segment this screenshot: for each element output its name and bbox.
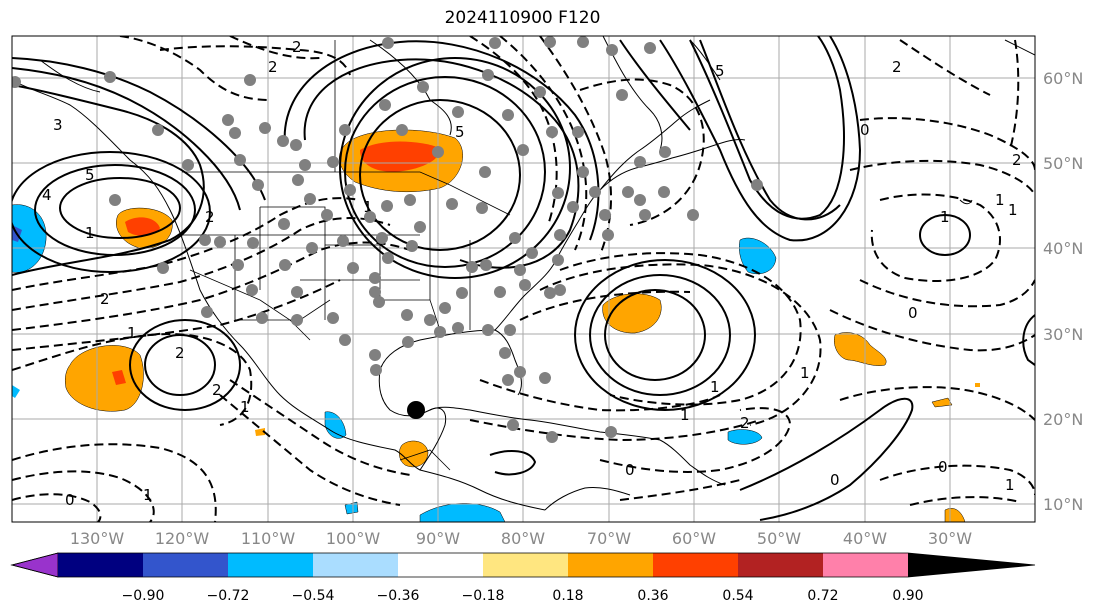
contour-label: 2 bbox=[175, 344, 185, 362]
contour-label: 1 bbox=[940, 208, 950, 226]
contour-label: 1 bbox=[995, 191, 1005, 209]
contour-label: 4 bbox=[42, 186, 52, 204]
colorbar-swatch bbox=[568, 553, 653, 577]
contour-label: 0 bbox=[908, 304, 918, 322]
contours-solid bbox=[12, 36, 971, 521]
colorbar-tick-label: −0.54 bbox=[292, 588, 335, 604]
contour-label: 2 bbox=[212, 381, 222, 399]
shaded-regions bbox=[12, 129, 980, 522]
colorbar-swatch bbox=[483, 553, 568, 577]
lon-label: 70°W bbox=[587, 529, 631, 548]
contour-labels: 2 5 3 4 5 2 1 2 1 2 1 2 0 1 2 1 0 1 0 1 … bbox=[42, 38, 1022, 509]
contour-label: 2 bbox=[1012, 151, 1022, 169]
contour-label: 5 bbox=[455, 123, 465, 141]
contour-label: 2 bbox=[740, 414, 750, 432]
colorbar-swatch bbox=[823, 553, 908, 577]
graticule bbox=[12, 36, 1035, 522]
lon-label: 110°W bbox=[241, 529, 296, 548]
colorbar-swatch bbox=[398, 553, 483, 577]
contour-label: 1 bbox=[800, 364, 810, 382]
colorbar-swatch bbox=[653, 553, 738, 577]
colorbar-swatch bbox=[10, 552, 59, 578]
lon-label: 100°W bbox=[326, 529, 381, 548]
colorbar-tick-label: −0.18 bbox=[462, 588, 505, 604]
contours-dashed bbox=[12, 36, 1035, 522]
contour-label: 0 bbox=[860, 121, 870, 139]
contour-label: 1 bbox=[240, 398, 250, 416]
contour-label: 0 bbox=[65, 491, 75, 509]
contour-label: 5 bbox=[715, 62, 725, 80]
colorbar-tick-label: −0.36 bbox=[377, 588, 420, 604]
lon-label: 120°W bbox=[155, 529, 210, 548]
contour-label: 1 bbox=[1008, 201, 1018, 219]
lat-label: 40°N bbox=[1043, 239, 1083, 258]
contour-label: 1 bbox=[710, 378, 720, 396]
lat-label: 30°N bbox=[1043, 325, 1083, 344]
center-marker bbox=[407, 401, 425, 419]
contour-label: 1 bbox=[143, 486, 153, 504]
contour-label: 2 bbox=[892, 58, 902, 76]
contour-label: 2 bbox=[292, 38, 302, 56]
colorbar-swatch bbox=[313, 553, 398, 577]
lon-label: 90°W bbox=[416, 529, 460, 548]
contour-label: 2 bbox=[100, 290, 110, 308]
colorbar-swatch bbox=[228, 553, 313, 577]
contour-label: 1 bbox=[127, 324, 137, 342]
colorbar-tick-label: 0.18 bbox=[552, 588, 583, 604]
station-markers bbox=[12, 36, 763, 443]
contour-label: 0 bbox=[625, 461, 635, 479]
longitude-labels: 130°W 120°W 110°W 100°W 90°W 80°W 70°W 6… bbox=[70, 529, 972, 548]
contour-label: 1 bbox=[85, 224, 95, 242]
lon-label: 40°W bbox=[843, 529, 887, 548]
contour-label: 2 bbox=[268, 58, 278, 76]
contour-label: 2 bbox=[205, 208, 215, 226]
contour-label: 1 bbox=[680, 406, 690, 424]
colorbar-swatch bbox=[738, 553, 823, 577]
contour-label: 3 bbox=[53, 116, 63, 134]
map-frame bbox=[11, 35, 1036, 523]
lat-label: 50°N bbox=[1043, 154, 1083, 173]
lat-label: 60°N bbox=[1043, 69, 1083, 88]
contour-label: 0 bbox=[830, 471, 840, 489]
colorbar-tick-label: −0.72 bbox=[207, 588, 250, 604]
latitude-labels: 60°N 50°N 40°N 30°N 20°N 10°N bbox=[1043, 69, 1083, 514]
colorbar-tick-label: 0.72 bbox=[807, 588, 838, 604]
lon-label: 30°W bbox=[928, 529, 972, 548]
colorbar-tick-label: 0.90 bbox=[892, 588, 923, 604]
chart-title: 2024110900 F120 bbox=[444, 8, 601, 28]
contour-label: 1 bbox=[1005, 476, 1015, 494]
lon-label: 50°W bbox=[757, 529, 801, 548]
contour-label: 1 bbox=[363, 198, 373, 216]
contour-label: 5 bbox=[85, 166, 95, 184]
colorbar-tick-label: −0.90 bbox=[122, 588, 165, 604]
colorbar: −0.90 −0.72 −0.54 −0.36 −0.18 0.18 0.36 … bbox=[10, 552, 1036, 604]
lon-label: 130°W bbox=[70, 529, 125, 548]
colorbar-swatch bbox=[58, 553, 143, 577]
lon-label: 60°W bbox=[672, 529, 716, 548]
colorbar-tick-label: 0.54 bbox=[722, 588, 753, 604]
lat-label: 10°N bbox=[1043, 495, 1083, 514]
colorbar-swatch bbox=[908, 553, 1035, 577]
lon-label: 80°W bbox=[501, 529, 545, 548]
colorbar-tick-label: 0.36 bbox=[637, 588, 668, 604]
contour-label: 0 bbox=[938, 458, 948, 476]
lat-label: 20°N bbox=[1043, 410, 1083, 429]
colorbar-swatch bbox=[143, 553, 228, 577]
